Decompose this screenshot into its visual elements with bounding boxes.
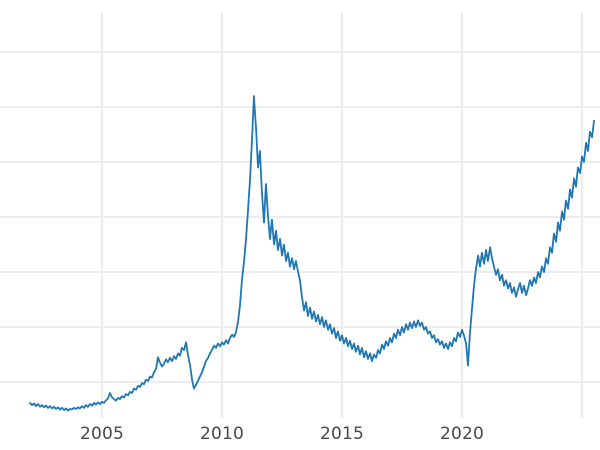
x-tick-label-2010: 2010 bbox=[199, 424, 245, 444]
x-tick-label-2020: 2020 bbox=[439, 424, 485, 444]
gridline-x-2010 bbox=[221, 13, 223, 418]
gridline-y-4 bbox=[0, 216, 600, 218]
gridline-y-3 bbox=[0, 271, 600, 273]
gridline-x-2025 bbox=[581, 13, 583, 418]
gridline-y-7 bbox=[0, 51, 600, 53]
gridline-x-2005 bbox=[101, 13, 103, 418]
gridline-x-2015 bbox=[341, 13, 343, 418]
gridline-y-1 bbox=[0, 381, 600, 383]
gridline-y-6 bbox=[0, 106, 600, 108]
x-tick-label-2005: 2005 bbox=[79, 424, 125, 444]
gridline-y-5 bbox=[0, 161, 600, 163]
gridline-y-2 bbox=[0, 326, 600, 328]
gridline-x-2020 bbox=[461, 13, 463, 418]
x-tick-label-2015: 2015 bbox=[319, 424, 365, 444]
